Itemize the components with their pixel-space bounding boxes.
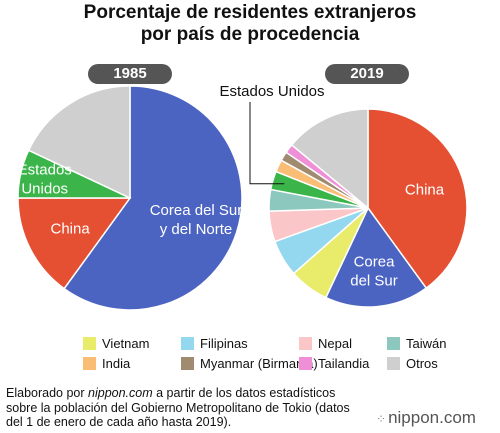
legend-swatch-filipinas <box>181 336 194 350</box>
source-note: Elaborado por nippon.com a partir de los… <box>6 386 366 430</box>
slice-label-1985-corea-del-sur-y-del-norte: Corea del Sur y del Norte <box>150 202 243 238</box>
slice-label-line-1985-estados-unidos-0: Estados <box>18 161 72 178</box>
legend-swatch-vietnam <box>83 336 96 350</box>
legend-item-india: India <box>83 355 181 371</box>
legend-swatch-nepal <box>299 336 312 350</box>
slice-label-2019-corea-del-sur: Corea del Sur <box>350 254 398 290</box>
logo-dots-icon: ⁘ <box>376 411 386 426</box>
slice-label-line-1985-corea-del-sur-y-del-norte-0: Corea del Sur <box>150 202 243 219</box>
legend-swatch-myanmar-birmania <box>181 356 194 370</box>
legend-label-myanmar-birmania: Myanmar (Birmania) <box>200 355 318 371</box>
legend-label-nepal: Nepal <box>318 335 352 351</box>
year-badge-1985: 1985 <box>88 64 172 84</box>
legend-swatch-india <box>83 356 96 370</box>
slice-label-1985-estados-unidos: Estados Unidos <box>18 161 72 197</box>
source-note-prefix: Elaborado por <box>6 386 89 400</box>
pie-slice-1985-otros <box>27 85 131 200</box>
chart-title: Porcentaje de residentes extranjeros por… <box>0 2 500 46</box>
source-note-text: a partir de los datos estadísticos sobre… <box>6 386 350 429</box>
pie-slice-1985-china <box>17 197 132 290</box>
legend-label-otros: Otros <box>406 355 438 371</box>
legend-label-india: India <box>102 355 131 371</box>
legend-swatch-taiwan <box>387 336 400 350</box>
slice-label-line-1985-estados-unidos-1: Unidos <box>21 180 68 197</box>
chart-title-line1: Porcentaje de residentes extranjeros <box>83 2 417 23</box>
chart-title-line2: por país de procedencia <box>140 24 360 45</box>
legend-item-tailandia: Tailandia <box>299 355 387 371</box>
legend-label-taiwan: Taiwán <box>406 335 447 351</box>
pie-slice-1985-corea-del-sur-y-del-norte <box>63 85 243 311</box>
slice-label-line-2019-corea-del-sur-0: Corea <box>354 254 396 271</box>
logo-text: nippon.com <box>388 408 476 427</box>
callout-label-estados-unidos: Estados Unidos <box>219 83 324 100</box>
legend-item-nepal: Nepal <box>299 335 387 351</box>
legend-label-tailandia: Tailandia <box>318 355 370 371</box>
legend-item-myanmar-birmania: Myanmar (Birmania) <box>181 355 318 371</box>
slice-label-line-1985-china-0: China <box>50 221 90 238</box>
source-note-site: nippon.com <box>88 386 153 400</box>
legend-label-vietnam: Vietnam <box>102 335 150 351</box>
slice-label-1985-china: China <box>50 221 90 238</box>
legend-item-vietnam: Vietnam <box>83 335 181 351</box>
legend-label-filipinas: Filipinas <box>200 335 248 351</box>
legend-item-taiwan: Taiwán <box>387 335 447 351</box>
legend-swatch-otros <box>387 356 400 370</box>
legend-item-otros: Otros <box>387 355 447 371</box>
callout-leader-line <box>249 102 285 185</box>
nippon-logo: ⁘ nippon.com <box>376 408 476 428</box>
pie-slice-2019-china <box>367 108 468 290</box>
slice-label-2019-china: China <box>405 182 445 199</box>
legend: Vietnam Filipinas Nepal Taiwán India Myanmar … <box>83 335 446 371</box>
pie-slice-2019-corea-del-sur <box>324 206 428 308</box>
slice-label-line-2019-corea-del-sur-1: del Sur <box>350 273 398 290</box>
year-badge-2019: 2019 <box>325 64 409 84</box>
legend-item-filipinas: Filipinas <box>181 335 299 351</box>
pie-charts: Corea del Sur y del Norte China Estados Unid… <box>17 83 468 311</box>
legend-swatch-tailandia <box>299 356 312 370</box>
slice-label-line-1985-corea-del-sur-y-del-norte-1: y del Norte <box>160 221 233 238</box>
slice-label-line-2019-china-0: China <box>405 182 445 199</box>
pie-slice-2019-otros <box>290 108 369 210</box>
